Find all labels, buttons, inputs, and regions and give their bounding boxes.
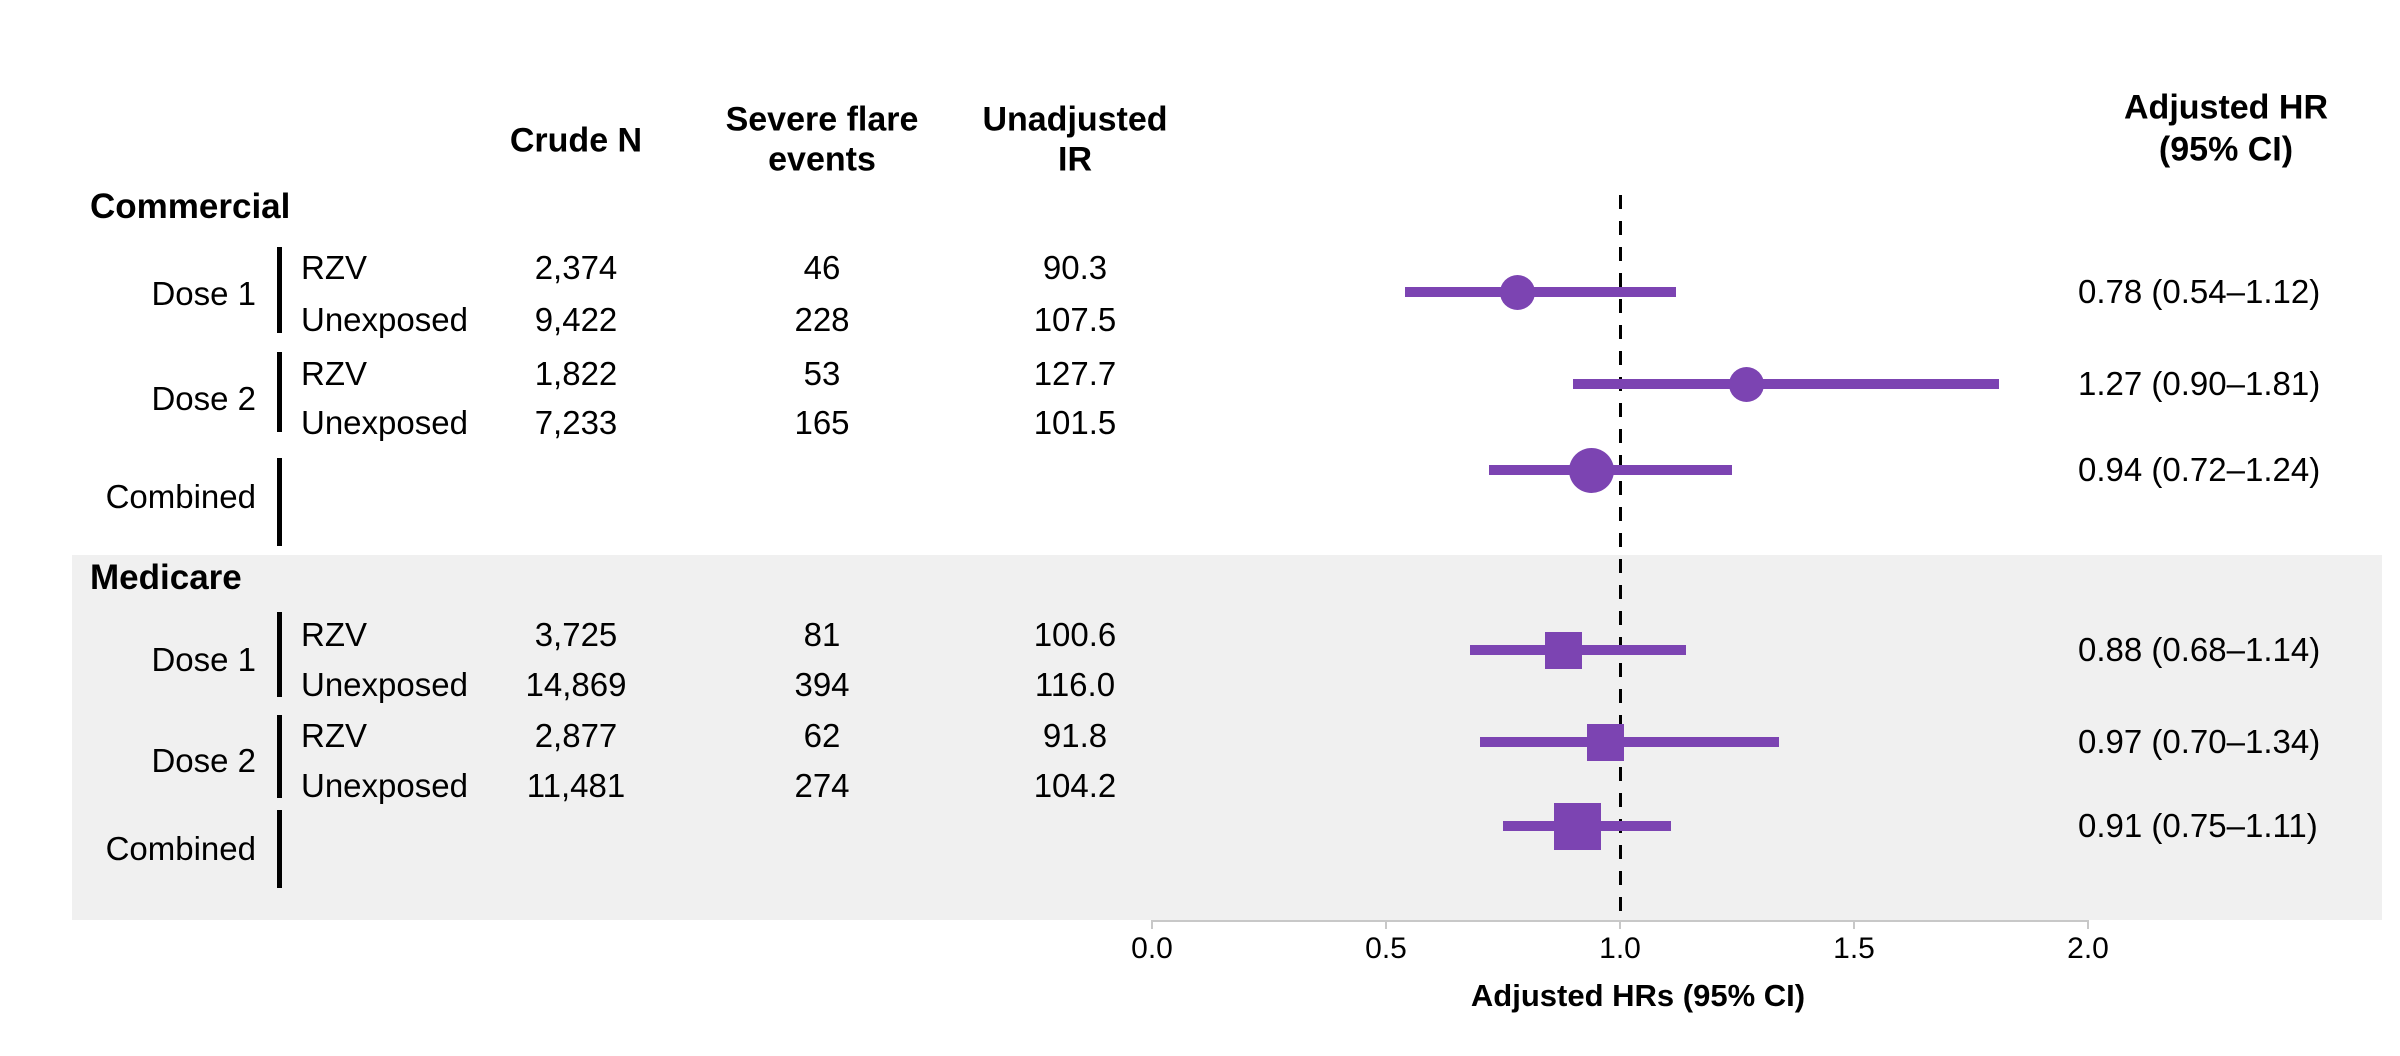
x-axis-tick-label: 1.0 (1599, 932, 1641, 965)
events-value: 165 (794, 404, 850, 441)
arm-label: Unexposed (301, 301, 468, 338)
col-header-hr-line1: Adjusted HR (2124, 88, 2328, 127)
arm-label: RZV (301, 355, 367, 392)
x-axis-tick-label: 1.5 (1833, 932, 1875, 965)
point-marker-square (1587, 723, 1625, 761)
col-header-hr-line2: (95% CI) (2158, 130, 2294, 169)
crude-n-value: 7,233 (534, 404, 618, 441)
group-header-medicare: Medicare (90, 558, 242, 597)
hr-ci-text: 0.94 (0.72–1.24) (2078, 451, 2321, 488)
ci-line (1479, 737, 1780, 747)
point-marker-circle (1499, 274, 1535, 310)
crude-n-value: 11,481 (526, 767, 626, 804)
row-divider-bar (277, 810, 282, 888)
arm-label: Unexposed (301, 767, 468, 804)
crude-n-value: 9,422 (534, 301, 618, 338)
ci-line (1404, 287, 1677, 297)
x-axis-title: Adjusted HRs (95% CI) (1470, 978, 1806, 1013)
arm-label: RZV (301, 616, 367, 653)
arm-label: Unexposed (301, 404, 468, 441)
x-axis-tick-label: 2.0 (2067, 932, 2109, 965)
row-label-dose-2: Dose 2 (151, 742, 256, 779)
x-axis-tick-mark (1619, 920, 1621, 929)
row-divider-bar (277, 247, 282, 333)
point-marker-circle (1728, 366, 1764, 402)
row-label-combined: Combined (105, 830, 256, 867)
ir-value: 104.2 (1033, 767, 1117, 804)
ir-value: 91.8 (1042, 717, 1108, 754)
row-label-combined: Combined (105, 478, 256, 515)
medicare-band (72, 555, 2382, 920)
ir-value: 101.5 (1033, 404, 1117, 441)
ir-value: 127.7 (1033, 355, 1117, 392)
col-header-crude-n: Crude N (509, 121, 643, 160)
row-divider-bar (277, 458, 282, 546)
row-divider-bar (277, 612, 282, 697)
hr-ci-text: 0.78 (0.54–1.12) (2078, 273, 2321, 310)
ir-value: 116.0 (1034, 666, 1116, 703)
row-label-dose-1: Dose 1 (151, 641, 256, 678)
hr-ci-text: 0.97 (0.70–1.34) (2078, 723, 2321, 760)
crude-n-value: 14,869 (525, 666, 627, 703)
point-marker-square (1554, 802, 1602, 850)
row-divider-bar (277, 715, 282, 798)
ci-line (1573, 379, 2000, 389)
arm-label: RZV (301, 249, 367, 286)
events-value: 62 (803, 717, 841, 754)
point-marker-circle (1569, 447, 1615, 493)
arm-label: Unexposed (301, 666, 468, 703)
hr-ci-text: 1.27 (0.90–1.81) (2078, 365, 2321, 402)
x-axis-tick-label: 0.5 (1365, 932, 1407, 965)
x-axis-tick-mark (1151, 920, 1153, 929)
events-value: 53 (803, 355, 841, 392)
group-header-commercial: Commercial (90, 187, 291, 226)
crude-n-value: 3,725 (534, 616, 618, 653)
events-value: 81 (803, 616, 841, 653)
x-axis-tick-mark (1853, 920, 1855, 929)
col-header-ir-line2: IR (1058, 140, 1092, 179)
col-header-ir-line1: Unadjusted (982, 100, 1168, 139)
crude-n-value: 1,822 (534, 355, 618, 392)
x-axis-tick-mark (1385, 920, 1387, 929)
col-header-events-line2: events (768, 140, 876, 179)
crude-n-value: 2,374 (534, 249, 618, 286)
reference-line (1618, 195, 1622, 920)
crude-n-value: 2,877 (534, 717, 618, 754)
events-value: 228 (794, 301, 850, 338)
row-label-dose-1: Dose 1 (151, 275, 256, 312)
events-value: 394 (794, 666, 850, 703)
arm-label: RZV (301, 717, 367, 754)
hr-ci-text: 0.91 (0.75–1.11) (2078, 807, 2318, 844)
row-divider-bar (277, 352, 282, 432)
x-axis-tick-label: 0.0 (1131, 932, 1173, 965)
row-label-dose-2: Dose 2 (151, 380, 256, 417)
col-header-events-line1: Severe flare (725, 100, 919, 139)
ir-value: 90.3 (1042, 249, 1108, 286)
point-marker-square (1545, 631, 1583, 669)
events-value: 274 (794, 767, 850, 804)
hr-ci-text: 0.88 (0.68–1.14) (2078, 631, 2321, 668)
x-axis-tick-mark (2087, 920, 2089, 929)
ir-value: 100.6 (1033, 616, 1117, 653)
ir-value: 107.5 (1033, 301, 1117, 338)
events-value: 46 (803, 249, 841, 286)
